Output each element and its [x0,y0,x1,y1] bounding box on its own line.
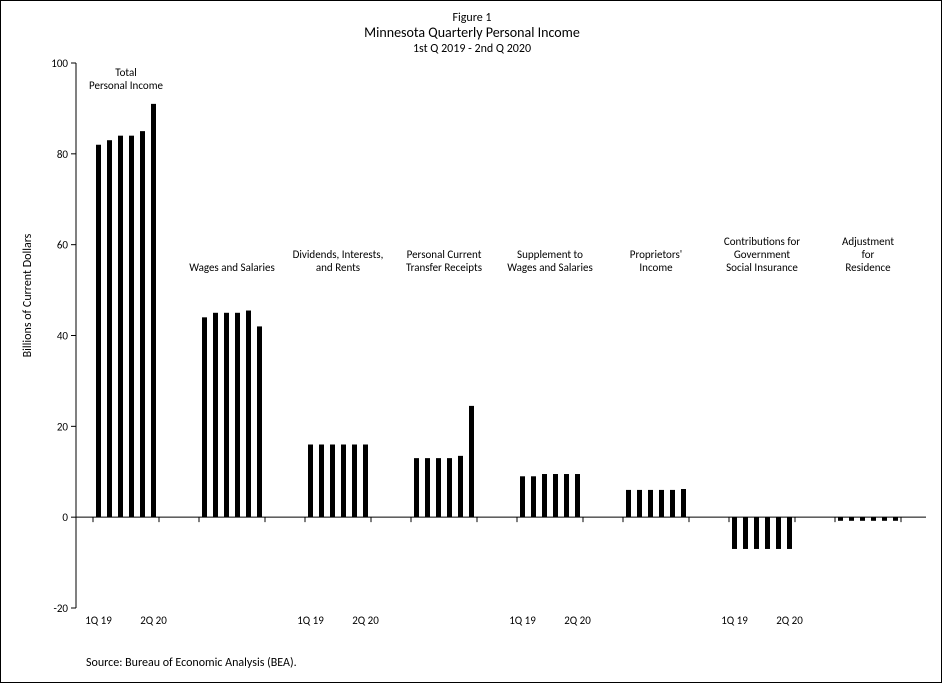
bar-contributions-government-social-insurance [754,517,759,549]
x-tick-label-start: 1Q 19 [85,614,112,627]
bar-proprietors-income [637,490,642,517]
source-text: Source: Bureau of Economic Analysis (BEA… [86,656,297,670]
x-tick-label-start: 1Q 19 [297,614,324,627]
bar-wages-and-salaries [213,313,218,517]
group-label-supplement-to-wages-salaries: Wages and Salaries [507,261,593,274]
bar-total-personal-income [96,145,101,517]
bar-adjustment-for-residence [849,517,854,521]
bar-proprietors-income [681,489,686,517]
bar-contributions-government-social-insurance [732,517,737,549]
bar-wages-and-salaries [224,313,229,517]
group-label-supplement-to-wages-salaries: Supplement to [517,248,583,261]
bar-total-personal-income [118,136,123,518]
bar-personal-current-transfer-receipts [447,458,452,517]
bar-personal-current-transfer-receipts [414,458,419,517]
bar-supplement-to-wages-salaries [531,476,536,517]
bar-wages-and-salaries [246,311,251,518]
bar-supplement-to-wages-salaries [542,474,547,517]
bar-personal-current-transfer-receipts [436,458,441,517]
bar-adjustment-for-residence [838,517,843,521]
y-tick-label: 60 [57,239,69,252]
y-tick-label: 20 [57,420,69,433]
bar-adjustment-for-residence [860,517,865,521]
bar-contributions-government-social-insurance [787,517,792,549]
bar-wages-and-salaries [235,313,240,517]
chart-title-line-1: Minnesota Quarterly Personal Income [364,24,580,41]
bar-supplement-to-wages-salaries [553,474,558,517]
x-tick-label-end: 2Q 20 [352,614,379,627]
bar-total-personal-income [107,140,112,517]
bar-supplement-to-wages-salaries [520,476,525,517]
group-label-contributions-government-social-insurance: Government [734,248,791,261]
y-axis-label: Billions of Current Dollars [21,233,35,357]
bar-dividends-interests-rents [308,445,313,518]
y-tick-label: -20 [53,602,68,615]
group-label-personal-current-transfer-receipts: Transfer Receipts [406,261,482,274]
group-label-dividends-interests-rents: Dividends, Interests, [293,248,384,261]
group-label-total-personal-income: Total [115,66,137,79]
bar-adjustment-for-residence [882,517,887,521]
group-label-personal-current-transfer-receipts: Personal Current [407,248,482,261]
group-label-adjustment-for-residence: Adjustment [842,235,894,248]
y-tick-label: 40 [57,330,69,343]
chart-svg: Figure 1Minnesota Quarterly Personal Inc… [1,1,942,684]
bar-total-personal-income [151,104,156,517]
y-tick-label: 0 [62,511,68,524]
group-label-proprietors-income: Income [639,261,673,274]
bar-contributions-government-social-insurance [743,517,748,549]
group-label-dividends-interests-rents: and Rents [316,261,360,274]
bar-personal-current-transfer-receipts [458,456,463,517]
x-tick-label-end: 2Q 20 [140,614,167,627]
chart-frame: Figure 1Minnesota Quarterly Personal Inc… [0,0,942,683]
x-tick-label-start: 1Q 19 [721,614,748,627]
bar-adjustment-for-residence [893,517,898,521]
chart-title-line-2: 1st Q 2019 - 2nd Q 2020 [413,42,531,56]
bar-proprietors-income [670,490,675,517]
group-label-proprietors-income: Proprietors' [630,248,682,261]
x-tick-label-end: 2Q 20 [776,614,803,627]
group-label-adjustment-for-residence: for [862,248,875,261]
x-tick-label-start: 1Q 19 [509,614,536,627]
group-label-adjustment-for-residence: Residence [845,261,891,274]
bar-dividends-interests-rents [341,445,346,518]
bar-dividends-interests-rents [363,445,368,518]
bar-dividends-interests-rents [352,445,357,518]
group-label-wages-and-salaries: Wages and Salaries [189,261,275,274]
group-label-contributions-government-social-insurance: Social Insurance [726,261,798,274]
bar-adjustment-for-residence [871,517,876,521]
bar-supplement-to-wages-salaries [564,474,569,517]
bar-dividends-interests-rents [319,445,324,518]
bar-contributions-government-social-insurance [776,517,781,549]
bar-proprietors-income [626,490,631,517]
bar-personal-current-transfer-receipts [425,458,430,517]
bar-proprietors-income [659,490,664,517]
bar-dividends-interests-rents [330,445,335,518]
bar-personal-current-transfer-receipts [469,406,474,517]
bar-proprietors-income [648,490,653,517]
chart-title-line-0: Figure 1 [452,11,491,25]
group-label-contributions-government-social-insurance: Contributions for [724,235,800,248]
bar-total-personal-income [129,136,134,518]
bar-contributions-government-social-insurance [765,517,770,549]
y-tick-label: 100 [51,57,68,70]
bar-supplement-to-wages-salaries [575,474,580,517]
y-tick-label: 80 [57,148,69,161]
bar-wages-and-salaries [257,326,262,517]
group-label-total-personal-income: Personal Income [89,79,163,92]
x-tick-label-end: 2Q 20 [564,614,591,627]
bar-total-personal-income [140,131,145,517]
bar-wages-and-salaries [202,317,207,517]
